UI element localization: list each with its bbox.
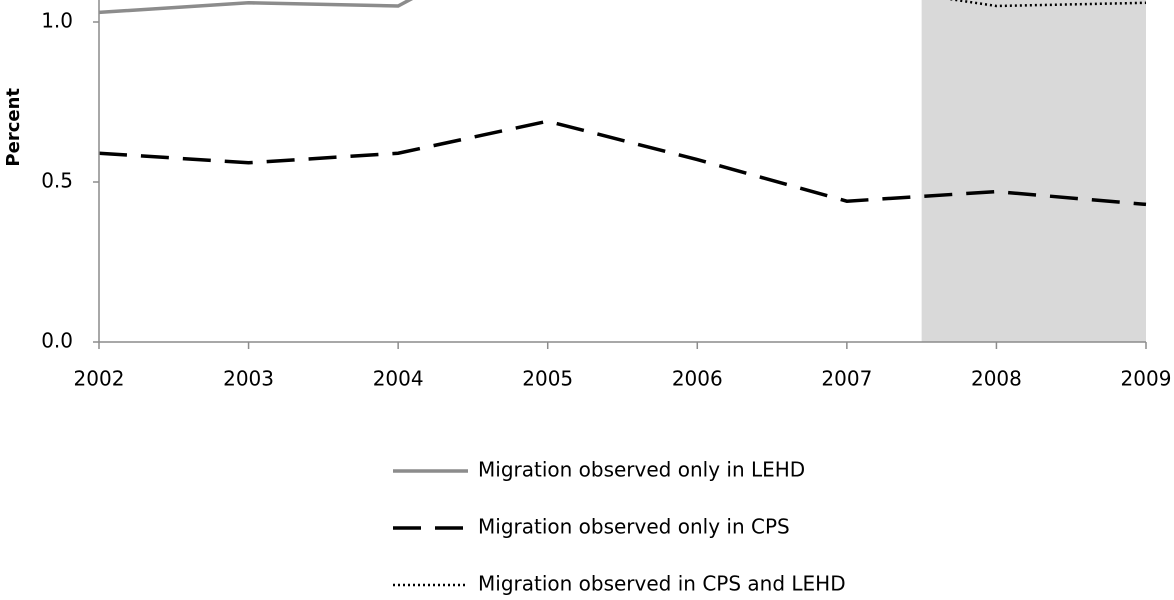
x-tick-label: 2007: [821, 367, 872, 391]
x-tick-label: 2006: [672, 367, 723, 391]
legend-label: Migration observed only in LEHD: [478, 458, 805, 482]
recession-shade: [921, 0, 1146, 342]
y-tick-label: 0.0: [41, 329, 73, 353]
series-line: [99, 119, 1147, 207]
legend-label: Migration observed only in CPS: [478, 515, 790, 539]
series-line: [99, 0, 414, 15]
series-line: [947, 0, 1147, 8]
x-tick-label: 2005: [522, 367, 573, 391]
x-tick-label: 2008: [971, 367, 1022, 391]
x-tick-label: 2004: [373, 367, 424, 391]
x-tick-label: 2002: [74, 367, 125, 391]
y-axis-title: Percent: [3, 88, 24, 167]
x-tick-label: 2009: [1121, 367, 1172, 391]
y-tick-label: 0.5: [41, 169, 73, 193]
y-tick-label: 1.0: [41, 9, 73, 33]
x-tick-label: 2003: [223, 367, 274, 391]
legend-label: Migration observed in CPS and LEHD: [478, 572, 846, 596]
plot-area: [99, 0, 1147, 342]
